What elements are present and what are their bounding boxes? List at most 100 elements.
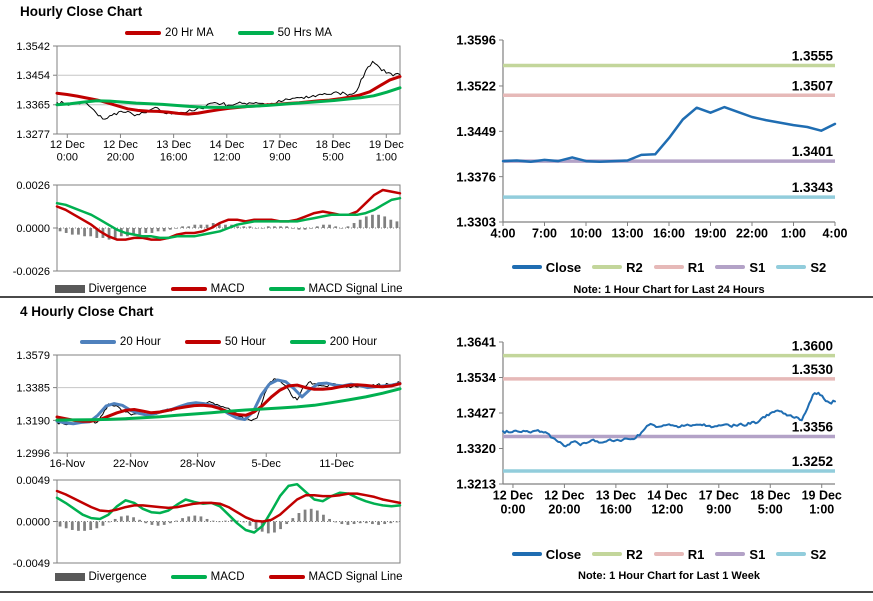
legend-label: MACD Signal Line (308, 571, 403, 583)
legend-item-s1: S1 (715, 260, 765, 275)
svg-text:1.3356: 1.3356 (792, 420, 834, 435)
fourhourly-macd-chart: 0.0049 0.0000 -0.0049 (12, 472, 410, 577)
svg-text:20:00: 20:00 (107, 152, 135, 164)
legend-item-close: Close (511, 547, 581, 562)
legend-item-macd-signal-line: MACD Signal Line (268, 571, 403, 583)
legend-item-20-hour: 20 Hour (79, 336, 161, 348)
svg-text:9:00: 9:00 (706, 503, 731, 517)
svg-text:1.3427: 1.3427 (456, 406, 496, 421)
legend-item-macd: MACD (170, 571, 245, 583)
svg-text:16:00: 16:00 (653, 227, 685, 241)
svg-text:12 Dec: 12 Dec (50, 139, 85, 151)
legend-label: 20 Hr MA (165, 27, 214, 39)
legend-label: R1 (687, 259, 705, 275)
svg-text:12 Dec: 12 Dec (544, 489, 584, 503)
svg-text:1.3522: 1.3522 (456, 79, 496, 94)
svg-text:13 Dec: 13 Dec (156, 139, 191, 151)
svg-text:19 Dec: 19 Dec (369, 139, 404, 151)
svg-text:17 Dec: 17 Dec (263, 139, 298, 151)
legend-swatch (170, 575, 207, 579)
svg-text:1:00: 1:00 (781, 227, 806, 241)
legend-item-r2: R2 (592, 547, 643, 562)
svg-text:-0.0026: -0.0026 (13, 266, 50, 278)
legend-swatch (776, 552, 807, 556)
svg-text:1.3252: 1.3252 (792, 454, 833, 469)
svg-text:19 Dec: 19 Dec (802, 489, 842, 503)
svg-text:1.3277: 1.3277 (16, 129, 50, 141)
legend-item-s1: S1 (715, 547, 765, 562)
svg-text:9:00: 9:00 (269, 152, 290, 164)
legend-label: 200 Hour (329, 336, 378, 348)
svg-text:1.3641: 1.3641 (456, 335, 496, 350)
fourhourly-price-chart: 1.3579 1.3385 1.3190 1.2996 16-Nov 22-Nov 28-N… (12, 350, 410, 483)
svg-text:1.3320: 1.3320 (456, 441, 496, 456)
svg-text:22-Nov: 22-Nov (113, 458, 149, 470)
svg-text:19:00: 19:00 (695, 227, 727, 241)
legend-item-divergence: Divergence (54, 571, 147, 583)
svg-text:1:00: 1:00 (376, 152, 397, 164)
svg-text:16:00: 16:00 (160, 152, 188, 164)
svg-text:1.3190: 1.3190 (16, 415, 50, 427)
svg-text:16:00: 16:00 (600, 503, 632, 517)
legend-swatch (54, 573, 85, 581)
hourly-price-legend: 20 Hr MA 50 Hrs MA (57, 26, 400, 40)
fourhourly-chart-title: 4 Hourly Close Chart (20, 304, 154, 319)
svg-text:1.3343: 1.3343 (792, 180, 834, 195)
legend-swatch (170, 287, 207, 291)
legend-label: R1 (687, 546, 705, 562)
svg-text:1.3401: 1.3401 (792, 144, 834, 159)
svg-text:20:00: 20:00 (548, 503, 580, 517)
legend-item-s2: S2 (776, 547, 826, 562)
svg-text:1.3600: 1.3600 (792, 339, 833, 354)
legend-swatch (592, 552, 623, 556)
legend-item-close: Close (511, 259, 582, 275)
svg-text:13 Dec: 13 Dec (596, 489, 636, 503)
legend-swatch (268, 287, 305, 291)
svg-text:22:00: 22:00 (736, 227, 768, 241)
legend-swatch (592, 265, 623, 269)
fourhourly-pivot-chart: 1.3641 1.3534 1.3427 1.3320 1.3213 12 Dec 0:00… (446, 328, 870, 533)
svg-text:0.0049: 0.0049 (16, 475, 50, 487)
legend-item-divergence: Divergence (54, 283, 147, 295)
svg-text:12 Dec: 12 Dec (103, 139, 138, 151)
svg-text:1.3530: 1.3530 (792, 362, 833, 377)
legend-item-200-hour: 200 Hour (289, 336, 378, 348)
svg-text:-0.0049: -0.0049 (13, 558, 50, 570)
legend-label: MACD (210, 283, 245, 295)
legend-swatch (653, 552, 684, 556)
legend-label: Divergence (88, 283, 147, 295)
legend-label: 20 Hour (119, 336, 161, 348)
svg-text:11-Dec: 11-Dec (319, 458, 354, 470)
legend-label: Close (545, 259, 582, 275)
legend-item-r1: R1 (653, 546, 705, 562)
legend-label: S1 (749, 546, 766, 562)
svg-text:14 Dec: 14 Dec (209, 139, 244, 151)
legend-label: MACD Signal Line (308, 283, 403, 295)
svg-text:1.3534: 1.3534 (456, 370, 497, 385)
bottom-divider (0, 591, 873, 593)
legend-swatch (715, 265, 746, 269)
svg-text:12 Dec: 12 Dec (493, 489, 533, 503)
svg-text:1.3449: 1.3449 (456, 124, 496, 139)
hourly-macd-legend: Divergence MACD MACD Signal Line (54, 282, 403, 296)
svg-text:5-Dec: 5-Dec (252, 458, 282, 470)
legend-label: 50 Hour (224, 336, 266, 348)
svg-text:1:00: 1:00 (809, 503, 834, 517)
svg-text:12:00: 12:00 (213, 152, 241, 164)
svg-text:13:00: 13:00 (612, 227, 644, 241)
svg-text:1.2996: 1.2996 (16, 448, 50, 460)
svg-text:1.3454: 1.3454 (16, 70, 50, 82)
svg-text:17 Dec: 17 Dec (699, 489, 739, 503)
fourhourly-pivot-note: Note: 1 Hour Chart for Last 1 Week (578, 570, 760, 582)
svg-text:1.3303: 1.3303 (456, 215, 496, 230)
svg-text:28-Nov: 28-Nov (180, 458, 216, 470)
hourly-macd-chart: 0.0026 0.0000 -0.0026 (12, 178, 410, 283)
legend-label: R2 (626, 546, 643, 562)
legend-swatch (776, 265, 807, 269)
legend-swatch (125, 31, 162, 35)
svg-text:1.3579: 1.3579 (16, 350, 50, 362)
